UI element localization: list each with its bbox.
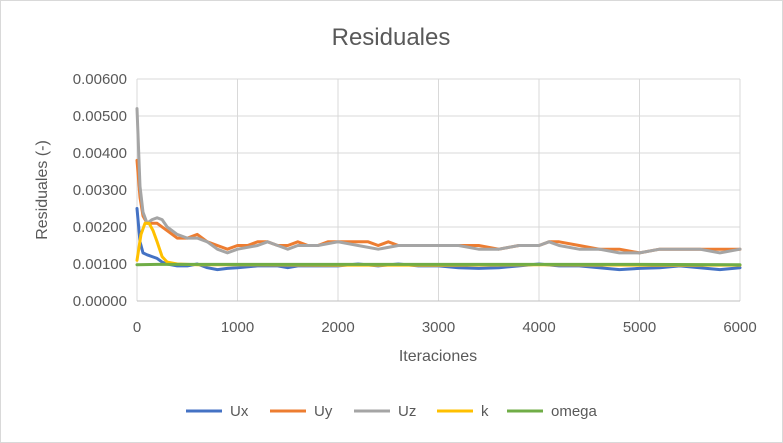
x-tick-label: 0 bbox=[133, 319, 141, 336]
series-lines bbox=[135, 107, 742, 272]
x-tick-label: 1000 bbox=[221, 319, 254, 336]
series-line-uz bbox=[135, 107, 742, 255]
x-axis-ticks: 0 1000 2000 3000 4000 5000 6000 bbox=[133, 319, 757, 336]
x-tick-label: 3000 bbox=[422, 319, 455, 336]
legend-item-omega: omega bbox=[507, 403, 598, 420]
legend-label: Uz bbox=[398, 403, 416, 420]
legend-label: omega bbox=[551, 403, 598, 420]
legend-label: Ux bbox=[230, 403, 249, 420]
chart-title: Residuales bbox=[332, 24, 451, 51]
y-tick-label: 0.00500 bbox=[73, 108, 127, 125]
legend-label: k bbox=[481, 403, 489, 420]
y-axis-title: Residuales (-) bbox=[34, 140, 51, 240]
legend-item-uy: Uy bbox=[270, 403, 333, 420]
y-tick-label: 0.00200 bbox=[73, 219, 127, 236]
legend: Ux Uy Uz k omega bbox=[186, 403, 598, 420]
legend-item-k: k bbox=[437, 403, 489, 420]
y-tick-label: 0.00000 bbox=[73, 293, 127, 310]
legend-item-ux: Ux bbox=[186, 403, 249, 420]
x-axis-title: Iteraciones bbox=[399, 348, 477, 365]
legend-label: Uy bbox=[314, 403, 333, 420]
x-tick-label: 4000 bbox=[522, 319, 555, 336]
y-tick-label: 0.00100 bbox=[73, 256, 127, 273]
legend-item-uz: Uz bbox=[354, 403, 416, 420]
y-axis-ticks: 0.00000 0.00100 0.00200 0.00300 0.00400 0.005… bbox=[73, 71, 127, 310]
y-tick-label: 0.00300 bbox=[73, 182, 127, 199]
x-tick-label: 5000 bbox=[623, 319, 656, 336]
x-tick-label: 6000 bbox=[723, 319, 756, 336]
x-tick-label: 2000 bbox=[321, 319, 354, 336]
y-tick-label: 0.00400 bbox=[73, 145, 127, 162]
y-tick-label: 0.00600 bbox=[73, 71, 127, 88]
series-line-uy bbox=[135, 158, 742, 255]
